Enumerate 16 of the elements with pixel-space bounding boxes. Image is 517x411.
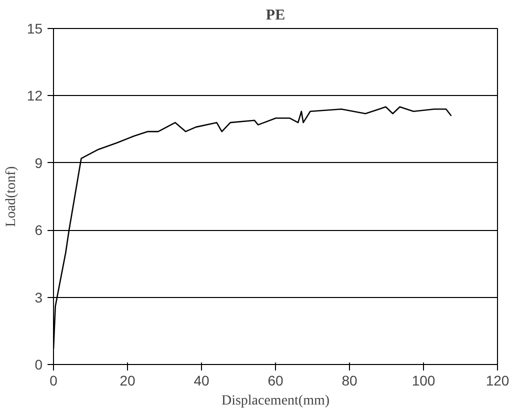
x-axis-title: Displacement(mm) [221, 394, 330, 408]
x-tick-label: 80 [342, 372, 358, 388]
y-tick-label: 9 [34, 154, 43, 171]
chart-title: PE [266, 8, 286, 24]
x-tick-label: 100 [412, 372, 436, 388]
y-tick-label: 3 [34, 289, 43, 306]
y-tick-label: 15 [26, 20, 43, 36]
x-tick-label: 60 [268, 372, 284, 388]
x-tick-label: 0 [50, 372, 58, 388]
y-axis-title: Load(tonf) [4, 166, 19, 227]
y-tick-label: 12 [26, 88, 43, 104]
y-tick-label: 0 [34, 356, 43, 372]
x-tick-label: 20 [120, 372, 136, 388]
x-tick-label: 40 [194, 372, 210, 388]
x-tick-label: 120 [486, 372, 510, 388]
y-tick-label: 6 [34, 222, 43, 238]
